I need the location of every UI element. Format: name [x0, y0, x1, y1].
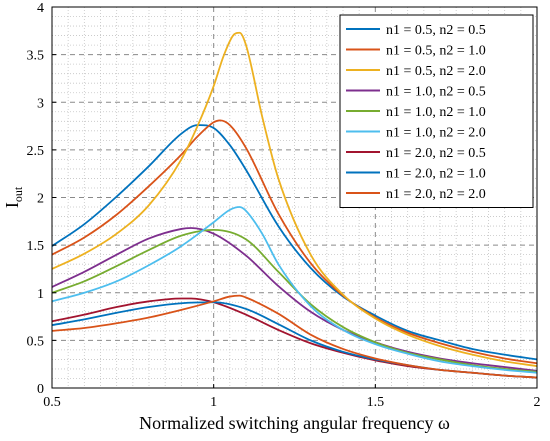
y-tick-label: 2 — [37, 192, 44, 207]
series-line-6 — [51, 206, 538, 374]
y-tick-label: 2.5 — [27, 144, 45, 159]
legend-label: n1 = 1.0, n2 = 1.0 — [386, 105, 486, 120]
x-axis-title: Normalized switching angular frequency ω — [139, 413, 450, 433]
legend-label: n1 = 2.0, n2 = 2.0 — [386, 187, 486, 202]
legend-label: n1 = 0.5, n2 = 2.0 — [386, 64, 486, 79]
series-line-4 — [51, 227, 538, 372]
y-tick-label: 1 — [37, 287, 44, 302]
series-line-1 — [51, 124, 538, 361]
y-axis-title-main: I — [2, 202, 22, 208]
y-tick-label: 0.5 — [27, 334, 45, 349]
y-axis-title-subscript: out — [11, 186, 25, 202]
y-tick-label: 1.5 — [27, 239, 45, 254]
x-tick-label: 2 — [534, 395, 541, 410]
legend-label: n1 = 0.5, n2 = 1.0 — [386, 44, 486, 59]
series-line-2 — [51, 119, 538, 365]
y-tick-label: 3.5 — [27, 49, 45, 64]
y-axis-title: Iout — [2, 186, 25, 208]
y-tick-label: 0 — [37, 382, 44, 397]
legend: n1 = 0.5, n2 = 0.5 n1 = 0.5, n2 = 1.0 n1 =… — [339, 14, 534, 208]
legend-label: n1 = 2.0, n2 = 0.5 — [386, 146, 486, 161]
x-tick-label: 0.5 — [43, 395, 61, 410]
legend-label: n1 = 2.0, n2 = 1.0 — [386, 167, 486, 182]
axis-ticks: 0.5 1 1.5 200.511.522.533.54 — [27, 1, 541, 410]
series-line-9 — [51, 294, 538, 379]
legend-label: n1 = 1.0, n2 = 2.0 — [386, 126, 486, 141]
series-line-3 — [51, 31, 538, 367]
series-lines — [51, 31, 538, 379]
y-tick-label: 3 — [37, 96, 44, 111]
x-tick-label: 1.5 — [367, 395, 385, 410]
y-tick-label: 4 — [37, 1, 44, 16]
legend-label: n1 = 0.5, n2 = 0.5 — [386, 23, 486, 38]
legend-label: n1 = 1.0, n2 = 0.5 — [386, 85, 486, 100]
x-tick-label: 1 — [210, 395, 217, 410]
